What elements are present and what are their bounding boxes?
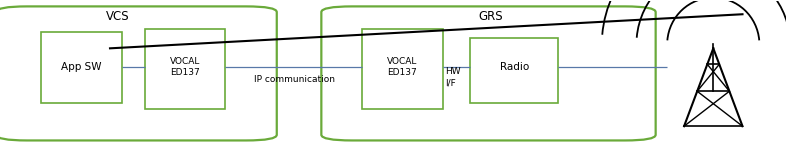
Text: Radio: Radio: [500, 62, 529, 72]
Bar: [41, 32, 121, 103]
Text: IP communication: IP communication: [254, 75, 335, 84]
Text: VOCAL
ED137: VOCAL ED137: [170, 57, 200, 77]
Text: App SW: App SW: [61, 62, 102, 72]
Bar: [362, 29, 443, 109]
Bar: [145, 29, 225, 109]
Text: VCS: VCS: [106, 10, 130, 23]
Text: HW
I/F: HW I/F: [445, 67, 460, 87]
Bar: [470, 38, 558, 103]
Text: GRS: GRS: [478, 10, 503, 23]
Text: VOCAL
ED137: VOCAL ED137: [387, 57, 417, 77]
FancyBboxPatch shape: [321, 6, 656, 140]
FancyBboxPatch shape: [0, 6, 277, 140]
